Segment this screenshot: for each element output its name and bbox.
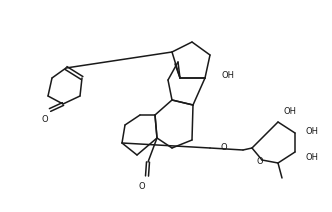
Text: O: O	[42, 115, 48, 124]
Text: O: O	[257, 156, 263, 166]
Text: OH: OH	[283, 107, 296, 117]
Text: OH: OH	[221, 71, 234, 81]
Text: OH: OH	[305, 152, 318, 162]
Text: O: O	[221, 142, 227, 152]
Text: O: O	[139, 182, 145, 191]
Text: OH: OH	[305, 127, 318, 135]
